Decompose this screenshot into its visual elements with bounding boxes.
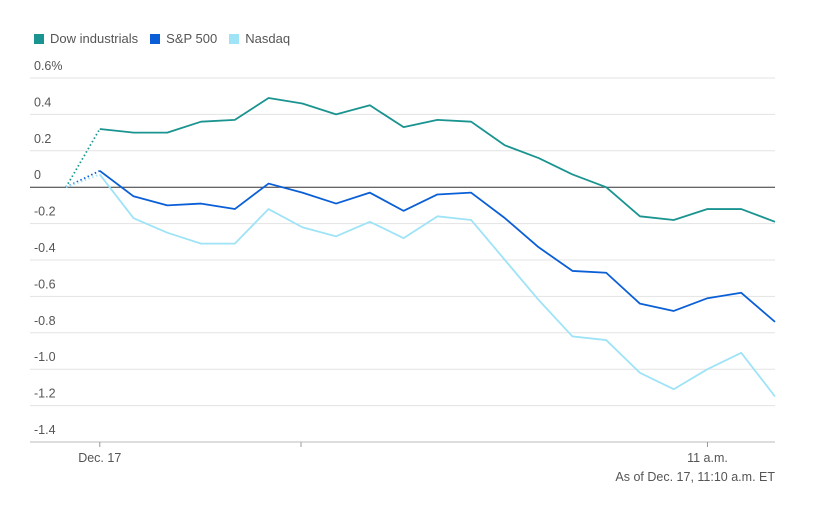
note: As of Dec. 17, 11:10 a.m. ET: [615, 470, 775, 484]
legend-swatch: [34, 33, 44, 44]
legend-label: Nasdaq: [245, 31, 291, 46]
series-line-leading: [65, 170, 101, 189]
y-tick-label: -0.6: [34, 277, 56, 291]
y-tick-label: -0.4: [34, 241, 56, 255]
y-tick-label: -0.2: [34, 205, 56, 219]
y-tick-label: 0.6%: [34, 59, 63, 73]
series-line: [99, 173, 776, 398]
legend-item: Nasdaq: [229, 31, 290, 46]
legend-item: Dow industrials: [34, 31, 138, 46]
series-line: [99, 170, 776, 323]
legend-label: S&P 500: [166, 31, 218, 46]
legend-label: Dow industrials: [50, 31, 139, 46]
y-tick-label: 0.4: [34, 95, 51, 109]
y-tick-label: -1.4: [34, 423, 56, 437]
series-line-leading: [65, 173, 101, 189]
x-tick-label: 11 a.m.: [687, 451, 728, 465]
legend-swatch: [229, 33, 240, 44]
y-tick-label: -0.8: [34, 314, 56, 328]
series-line: [99, 97, 776, 223]
y-tick-label: 0.2: [34, 132, 51, 146]
y-tick-label: -1.0: [34, 350, 56, 364]
x-tick-label: Dec. 17: [78, 451, 121, 465]
legend-item: S&P 500: [150, 31, 217, 46]
series-line-leading: [65, 128, 101, 188]
legend-swatch: [150, 33, 161, 44]
y-tick-label: 0: [34, 168, 41, 182]
y-tick-label: -1.2: [34, 387, 56, 401]
legend: Dow industrials S&P 500 Nasdaq: [34, 31, 290, 46]
